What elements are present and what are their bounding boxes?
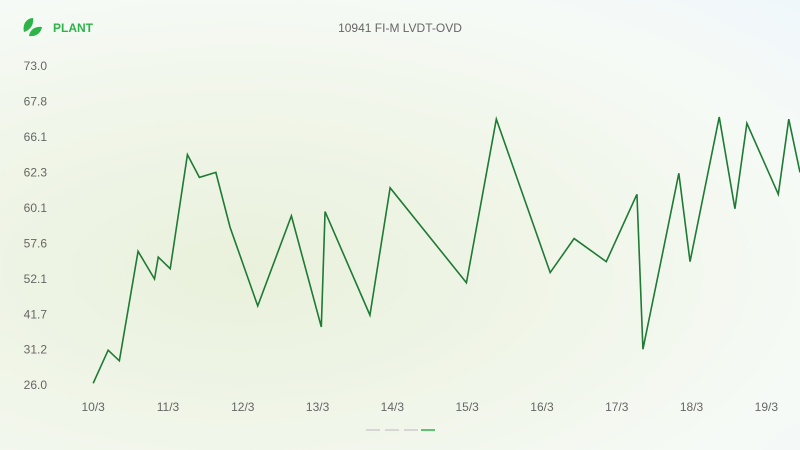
y-tick-label: 26.0 [24,378,48,392]
brand: PLANT [53,21,94,35]
x-tick-label: 12/3 [231,400,255,414]
y-tick-label: 60.1 [24,201,48,215]
x-tick-label: 13/3 [306,400,330,414]
x-tick-label: 19/3 [755,400,779,414]
y-tick-label: 57.6 [24,236,48,250]
y-tick-label: 41.7 [24,307,48,321]
x-tick-label: 11/3 [157,400,180,414]
x-tick-label: 15/3 [455,400,479,414]
y-tick-label: 52.1 [24,272,48,286]
logo [23,18,42,37]
y-tick-label: 31.2 [24,343,48,357]
y-tick-label: 67.8 [24,95,48,109]
x-tick-label: 17/3 [605,400,629,414]
y-tick-label: 66.1 [24,130,48,144]
y-tick-label: 62.3 [24,166,48,180]
x-tick-label: 16/3 [530,400,554,414]
y-tick-label: 73.0 [24,59,48,73]
x-tick-label: 10/3 [82,400,106,414]
x-tick-label: 18/3 [680,400,704,414]
line-series [92,116,800,384]
chart-title: 10941 FI-M LVDT-OVD [338,21,462,35]
x-tick-label: 14/3 [381,400,405,414]
